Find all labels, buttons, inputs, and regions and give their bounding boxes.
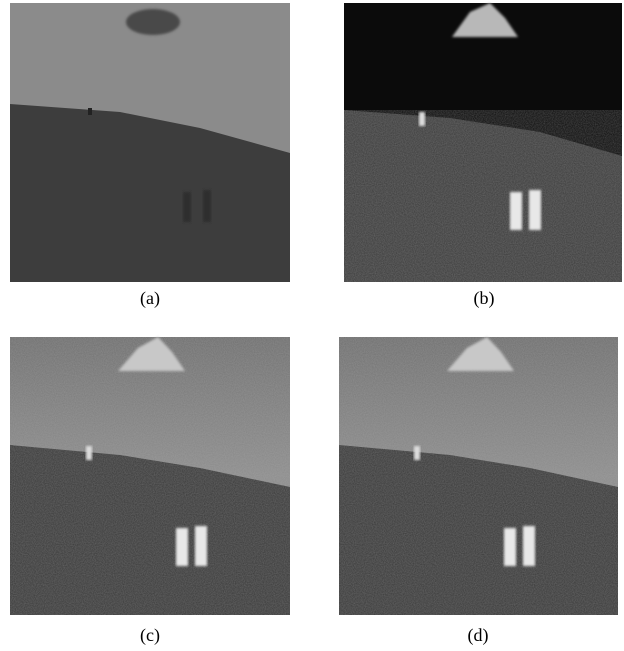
caption: (b) [474, 288, 495, 309]
panels [0, 0, 624, 651]
panel-c [10, 337, 290, 615]
caption: (c) [140, 625, 160, 646]
texture [10, 337, 290, 615]
person [183, 192, 191, 222]
person [529, 190, 541, 230]
person [523, 526, 535, 566]
texture [339, 337, 618, 615]
person [510, 192, 522, 230]
tree [126, 9, 180, 35]
caption: (a) [140, 288, 160, 309]
person [414, 446, 420, 460]
person [195, 526, 207, 566]
texture [344, 110, 622, 282]
panel-d [339, 337, 618, 615]
person [203, 190, 211, 222]
panel-a [10, 3, 290, 282]
caption: (d) [468, 625, 489, 646]
person [88, 108, 92, 115]
panel-b [344, 3, 622, 282]
person [419, 112, 425, 126]
figure: (a) (b) (c) (d) [0, 0, 624, 651]
person [176, 528, 188, 566]
person [504, 528, 516, 566]
person [86, 446, 92, 460]
